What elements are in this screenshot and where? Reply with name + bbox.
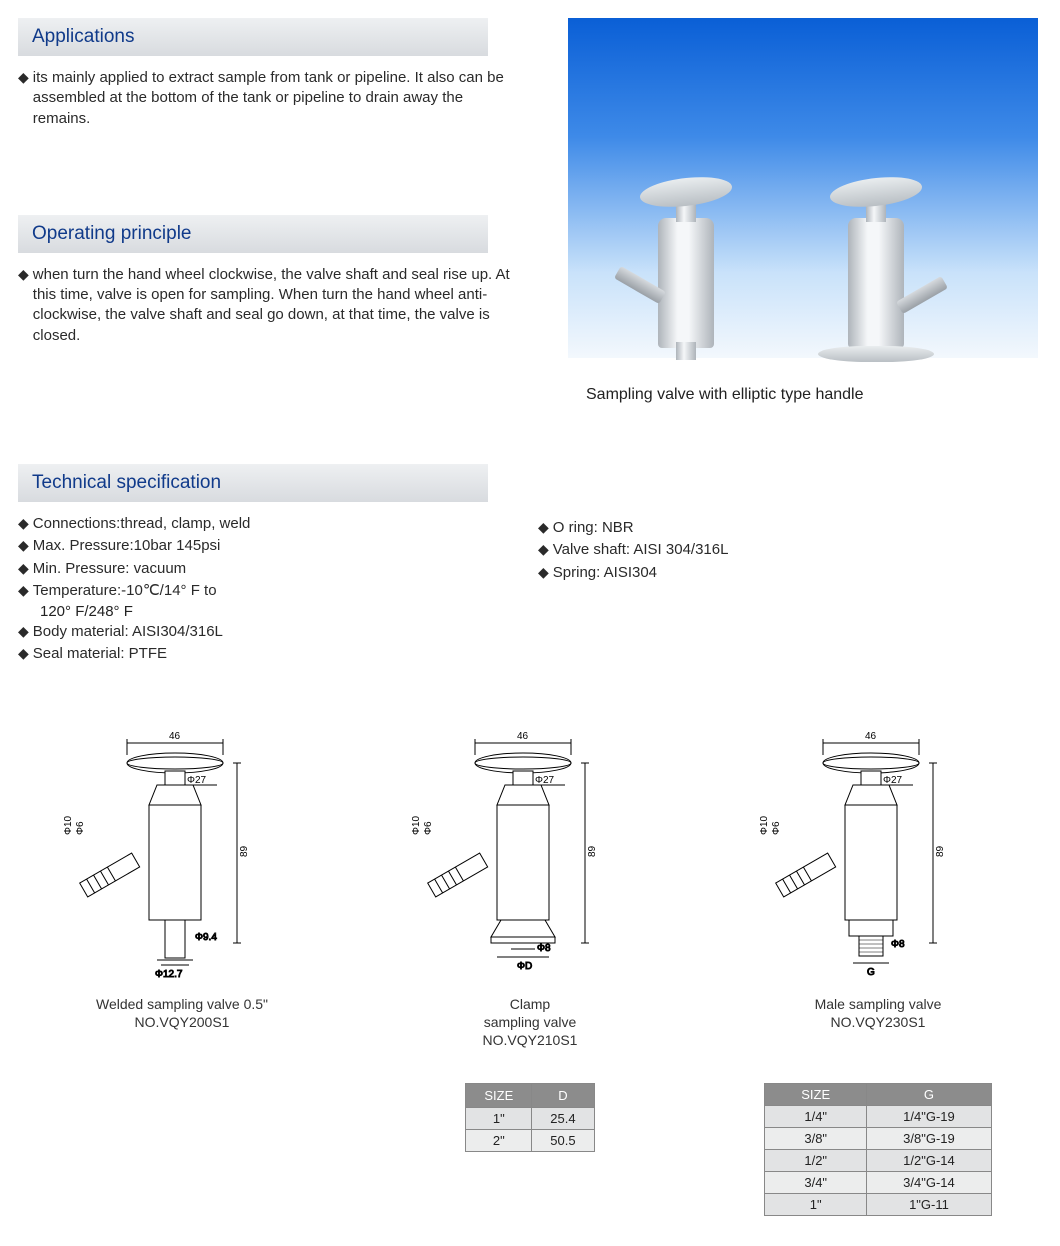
diamond-icon: ◆ bbox=[18, 68, 29, 88]
table-cell: 1/4"G-19 bbox=[867, 1106, 992, 1128]
table-header: G bbox=[867, 1084, 992, 1106]
valve-diagram-male: 46 Φ27 Φ10 Φ6 89 Φ8 G bbox=[753, 725, 1003, 985]
product-image bbox=[568, 18, 1038, 358]
svg-text:46: 46 bbox=[169, 731, 181, 742]
techspec-item: ◆O ring: NBR bbox=[538, 518, 978, 538]
product-caption: Sampling valve with elliptic type handle bbox=[586, 386, 1042, 404]
techspec-text: Valve shaft: AISI 304/316L bbox=[553, 540, 978, 560]
clamp-table: SIZED1"25.42"50.5 bbox=[465, 1083, 594, 1152]
svg-text:Φ8: Φ8 bbox=[537, 943, 551, 954]
svg-text:ΦD: ΦD bbox=[517, 961, 532, 972]
techspec-left-col: ◆Connections:thread, clamp, weld◆Max. Pr… bbox=[18, 514, 458, 667]
applications-bullet: ◆ its mainly applied to extract sample f… bbox=[18, 68, 518, 129]
techspec-text: Spring: AISI304 bbox=[553, 563, 978, 583]
diamond-icon: ◆ bbox=[18, 536, 29, 556]
svg-text:Φ6: Φ6 bbox=[75, 821, 86, 835]
svg-text:Φ9.4: Φ9.4 bbox=[195, 932, 217, 943]
section-header-applications: Applications bbox=[18, 18, 488, 56]
diamond-icon: ◆ bbox=[18, 265, 29, 285]
diamond-icon: ◆ bbox=[18, 622, 29, 642]
svg-text:Φ27: Φ27 bbox=[187, 775, 207, 786]
techspec-text: O ring: NBR bbox=[553, 518, 978, 538]
techspec-text: Temperature:-10℃/14° F to bbox=[33, 581, 458, 601]
svg-text:Φ6: Φ6 bbox=[423, 821, 434, 835]
diamond-icon: ◆ bbox=[538, 518, 549, 538]
table-row: 1/2"1/2"G-14 bbox=[765, 1150, 992, 1172]
techspec-item: ◆Min. Pressure: vacuum bbox=[18, 559, 458, 579]
diagram-col-welded: 46 Φ27 Φ10 Φ6 89 Φ9.4 Φ12.7 Welded sampl… bbox=[18, 715, 346, 1050]
table-row: 3/8"3/8"G-19 bbox=[765, 1128, 992, 1150]
diamond-icon: ◆ bbox=[18, 514, 29, 534]
svg-text:46: 46 bbox=[865, 731, 877, 742]
svg-text:89: 89 bbox=[239, 845, 250, 857]
table-header: SIZE bbox=[765, 1084, 867, 1106]
diamond-icon: ◆ bbox=[538, 563, 549, 583]
svg-text:89: 89 bbox=[587, 845, 598, 857]
valve-diagram-clamp: 46 Φ27 Φ10 Φ6 89 Φ8 ΦD bbox=[405, 725, 655, 985]
diamond-icon: ◆ bbox=[538, 540, 549, 560]
techspec-item: ◆Body material: AISI304/316L bbox=[18, 622, 458, 642]
svg-text:G: G bbox=[867, 967, 875, 978]
diamond-icon: ◆ bbox=[18, 644, 29, 664]
table-row: 3/4"3/4"G-14 bbox=[765, 1172, 992, 1194]
table-cell: 1/4" bbox=[765, 1106, 867, 1128]
diagram-label: Clampsampling valveNO.VQY210S1 bbox=[366, 995, 694, 1050]
svg-text:Φ10: Φ10 bbox=[63, 815, 74, 835]
diagram-label: Welded sampling valve 0.5"NO.VQY200S1 bbox=[18, 995, 346, 1031]
table-cell: 1/2" bbox=[765, 1150, 867, 1172]
table-cell: 3/8" bbox=[765, 1128, 867, 1150]
techspec-item: 120° F/248° F bbox=[18, 603, 458, 620]
svg-text:Φ6: Φ6 bbox=[771, 821, 782, 835]
diagram-col-male: 46 Φ27 Φ10 Φ6 89 Φ8 G bbox=[714, 715, 1042, 1050]
table-cell: 25.4 bbox=[532, 1108, 594, 1130]
table-row: 2"50.5 bbox=[466, 1130, 594, 1152]
svg-text:Φ10: Φ10 bbox=[411, 815, 422, 835]
diagram-label: Male sampling valveNO.VQY230S1 bbox=[714, 995, 1042, 1031]
section-header-techspec: Technical specification bbox=[18, 464, 488, 502]
techspec-text: Max. Pressure:10bar 145psi bbox=[33, 536, 458, 556]
operating-text: when turn the hand wheel clockwise, the … bbox=[33, 265, 518, 346]
operating-bullet: ◆ when turn the hand wheel clockwise, th… bbox=[18, 265, 518, 346]
table-cell: 3/8"G-19 bbox=[867, 1128, 992, 1150]
techspec-item: ◆Spring: AISI304 bbox=[538, 563, 978, 583]
techspec-right-col: ◆O ring: NBR◆Valve shaft: AISI 304/316L◆… bbox=[538, 514, 978, 667]
techspec-text: Body material: AISI304/316L bbox=[33, 622, 458, 642]
table-cell: 3/4"G-14 bbox=[867, 1172, 992, 1194]
table-cell: 3/4" bbox=[765, 1172, 867, 1194]
svg-text:Φ27: Φ27 bbox=[883, 775, 903, 786]
table-cell: 1" bbox=[765, 1194, 867, 1216]
techspec-text: Min. Pressure: vacuum bbox=[33, 559, 458, 579]
table-cell: 50.5 bbox=[532, 1130, 594, 1152]
valve-diagram-welded: 46 Φ27 Φ10 Φ6 89 Φ9.4 Φ12.7 bbox=[57, 725, 307, 985]
male-table: SIZEG1/4"1/4"G-193/8"3/8"G-191/2"1/2"G-1… bbox=[764, 1083, 992, 1216]
table-row: 1/4"1/4"G-19 bbox=[765, 1106, 992, 1128]
techspec-text: Connections:thread, clamp, weld bbox=[33, 514, 458, 534]
table-cell: 1/2"G-14 bbox=[867, 1150, 992, 1172]
svg-text:Φ10: Φ10 bbox=[759, 815, 770, 835]
techspec-item: ◆Connections:thread, clamp, weld bbox=[18, 514, 458, 534]
svg-text:89: 89 bbox=[935, 845, 946, 857]
techspec-item: ◆Max. Pressure:10bar 145psi bbox=[18, 536, 458, 556]
techspec-text: Seal material: PTFE bbox=[33, 644, 458, 664]
diamond-icon: ◆ bbox=[18, 581, 29, 601]
diagram-col-clamp: 46 Φ27 Φ10 Φ6 89 Φ8 ΦD Clampsampling val bbox=[366, 715, 694, 1050]
svg-text:Φ8: Φ8 bbox=[891, 939, 905, 950]
techspec-item: ◆Seal material: PTFE bbox=[18, 644, 458, 664]
svg-text:Φ27: Φ27 bbox=[535, 775, 555, 786]
svg-text:46: 46 bbox=[517, 731, 529, 742]
applications-text: its mainly applied to extract sample fro… bbox=[33, 68, 518, 129]
table-row: 1"1"G-11 bbox=[765, 1194, 992, 1216]
table-cell: 2" bbox=[466, 1130, 532, 1152]
techspec-item: ◆Valve shaft: AISI 304/316L bbox=[538, 540, 978, 560]
table-header: SIZE bbox=[466, 1084, 532, 1108]
table-row: 1"25.4 bbox=[466, 1108, 594, 1130]
techspec-item: ◆Temperature:-10℃/14° F to bbox=[18, 581, 458, 601]
table-cell: 1" bbox=[466, 1108, 532, 1130]
diamond-icon: ◆ bbox=[18, 559, 29, 579]
section-header-operating: Operating principle bbox=[18, 215, 488, 253]
table-cell: 1"G-11 bbox=[867, 1194, 992, 1216]
table-header: D bbox=[532, 1084, 594, 1108]
svg-text:Φ12.7: Φ12.7 bbox=[155, 969, 183, 980]
